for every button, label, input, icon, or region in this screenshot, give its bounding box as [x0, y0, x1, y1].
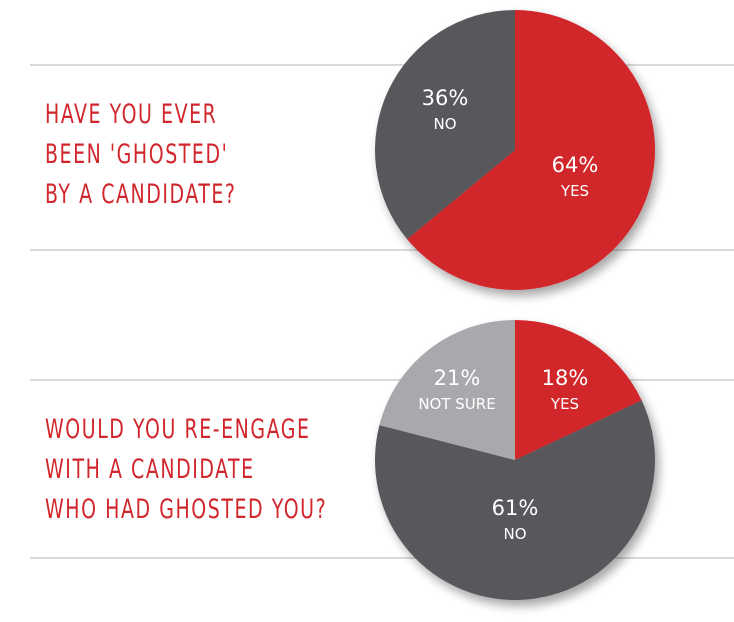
pie-slice-value-no: 36% — [422, 86, 469, 110]
pie-slice-yes — [515, 320, 642, 460]
pie-slice-not-sure — [379, 320, 515, 460]
question-ghosted-title: HAVE YOU EVER BEEN 'GHOSTED' BY A CANDID… — [45, 95, 236, 215]
pie-slice-label-not-sure: NOT SURE — [418, 395, 495, 413]
question-ghosted-line-1: HAVE YOU EVER — [45, 99, 218, 130]
pie-slice-value-yes: 18% — [542, 366, 589, 390]
question-ghosted-line-2: BEEN 'GHOSTED' — [45, 139, 229, 170]
divider-top-2 — [30, 249, 734, 251]
pie-slice-yes — [407, 10, 655, 290]
divider-bottom-2 — [30, 557, 734, 559]
pie-slice-label-yes: YES — [560, 182, 589, 200]
divider-top-1 — [30, 64, 734, 66]
question-ghosted-line-3: BY A CANDIDATE? — [45, 179, 237, 210]
divider-bottom-1 — [30, 379, 734, 381]
question-reengage-line-1: WOULD YOU RE-ENGAGE — [45, 414, 311, 445]
pie-slice-label-yes: YES — [550, 395, 579, 413]
pie-slice-label-no: NO — [433, 115, 456, 133]
pie-slice-no — [375, 10, 515, 240]
question-reengage-line-3: WHO HAD GHOSTED YOU? — [45, 494, 328, 525]
pie-slice-value-yes: 64% — [552, 153, 599, 177]
question-reengage-line-2: WITH A CANDIDATE — [45, 454, 255, 485]
pie-slice-no — [374, 400, 655, 600]
pie-slice-value-no: 61% — [492, 496, 539, 520]
question-reengage-title: WOULD YOU RE-ENGAGE WITH A CANDIDATE WHO… — [45, 410, 327, 530]
pie-slice-value-not-sure: 21% — [434, 366, 481, 390]
pie-slice-label-no: NO — [503, 525, 526, 543]
